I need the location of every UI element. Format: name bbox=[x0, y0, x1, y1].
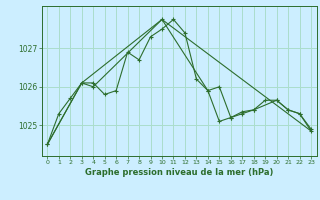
X-axis label: Graphe pression niveau de la mer (hPa): Graphe pression niveau de la mer (hPa) bbox=[85, 168, 273, 177]
